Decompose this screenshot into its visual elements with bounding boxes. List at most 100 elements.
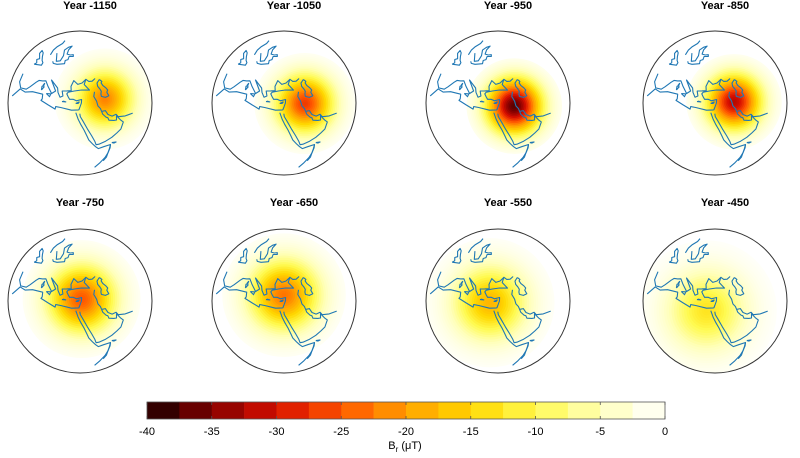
coastline [283, 110, 337, 146]
colorbar-cell [438, 402, 472, 419]
coastline [451, 49, 462, 66]
colorbar: -40 -35 -30 -25 -20 -15 -10 -5 0 Br (μT) [139, 401, 668, 454]
panel-title-8: Year -450 [700, 197, 750, 209]
coastline [52, 243, 74, 263]
coastline [437, 73, 509, 111]
island-coastline [405, 307, 406, 310]
island-coastline [40, 85, 45, 91]
island-coastline [746, 339, 752, 342]
coastline [256, 243, 278, 263]
panel-title-1: Year -1150 [63, 0, 117, 12]
coastline [237, 247, 248, 264]
colorbar-tick-label: -30 [269, 426, 285, 438]
island-coastline [710, 101, 715, 105]
panel-title-5: Year -750 [55, 197, 105, 209]
island-coastline [45, 92, 52, 98]
coastline [729, 144, 747, 168]
island-coastline [421, 94, 422, 96]
island-coastline [3, 94, 4, 96]
island-coastline [279, 299, 284, 303]
globe-outline [642, 30, 788, 176]
anomaly-band [487, 300, 493, 306]
coastline [223, 271, 295, 309]
island-coastline [710, 299, 715, 303]
island-coastline [479, 100, 485, 103]
colorbar-label: Br (μT) [388, 440, 421, 454]
colorbar-cell [503, 402, 536, 419]
island-coastline [3, 292, 4, 294]
island-coastline [463, 290, 470, 296]
coastline [729, 342, 747, 366]
panel-title-2: Year -1050 [266, 0, 322, 12]
coastline [687, 45, 709, 65]
coastline [79, 308, 133, 344]
island-coastline [246, 82, 250, 87]
coastline [731, 79, 745, 98]
panel-title-7: Year -550 [483, 197, 533, 209]
colorbar-cell [211, 402, 245, 419]
coastline [253, 238, 270, 254]
coastline [93, 289, 103, 310]
colorbar-cell [373, 402, 407, 419]
coastline [511, 91, 521, 112]
colorbar-tick-label: -20 [398, 426, 414, 438]
island-coastline [315, 141, 321, 144]
coastline [668, 49, 679, 66]
map-panel-1 [3, 30, 153, 176]
coastline [85, 78, 96, 82]
island-coastline [249, 92, 256, 98]
island-coastline [622, 307, 623, 310]
island-coastline [40, 283, 45, 289]
colorbar-cell [470, 402, 504, 419]
anomaly-band [103, 97, 107, 101]
coastline [728, 289, 738, 310]
coastline [93, 91, 103, 112]
colorbar-tick-label: 0 [662, 426, 668, 438]
coastline [297, 289, 307, 310]
coastline [467, 238, 484, 254]
colorbar-tick-label: -15 [463, 426, 479, 438]
island-coastline [529, 141, 535, 144]
colorbar-tick-label: -5 [595, 426, 605, 438]
island-coastline [315, 339, 321, 342]
island-coastline [207, 94, 208, 96]
island-coastline [638, 94, 639, 96]
island-coastline [42, 82, 46, 87]
coastline [497, 308, 551, 344]
coastline [646, 88, 714, 111]
island-coastline [677, 280, 681, 285]
map-panel-2 [191, 30, 357, 176]
coastline [79, 110, 133, 146]
coastline [514, 79, 528, 98]
coastline [731, 277, 745, 296]
colorbar-cell [308, 402, 342, 419]
anomaly-band [281, 292, 287, 298]
coastline [451, 247, 462, 264]
island-coastline [638, 292, 639, 294]
coastline [52, 45, 74, 65]
island-coastline [458, 85, 463, 91]
coastline [668, 247, 679, 264]
colorbar-cell [535, 402, 569, 419]
globe-outline [425, 228, 571, 374]
map-panel-4 [638, 30, 788, 176]
colorbar-cell [600, 402, 633, 419]
coastline [511, 289, 521, 310]
coastline [297, 91, 307, 112]
coastline [298, 144, 316, 168]
coastline [223, 73, 295, 111]
coastline [646, 286, 714, 309]
coastline [497, 110, 551, 146]
colorbar-cell [179, 402, 213, 419]
coastline [429, 286, 497, 309]
island-coastline [421, 292, 422, 294]
coastline [94, 342, 112, 366]
colorbar-cell [147, 402, 180, 419]
island-coastline [460, 82, 464, 87]
island-coastline [696, 100, 702, 103]
island-coastline [191, 109, 192, 112]
globe-outline [425, 30, 571, 176]
island-coastline [246, 280, 250, 285]
island-coastline [675, 283, 680, 289]
coastline [237, 49, 248, 66]
